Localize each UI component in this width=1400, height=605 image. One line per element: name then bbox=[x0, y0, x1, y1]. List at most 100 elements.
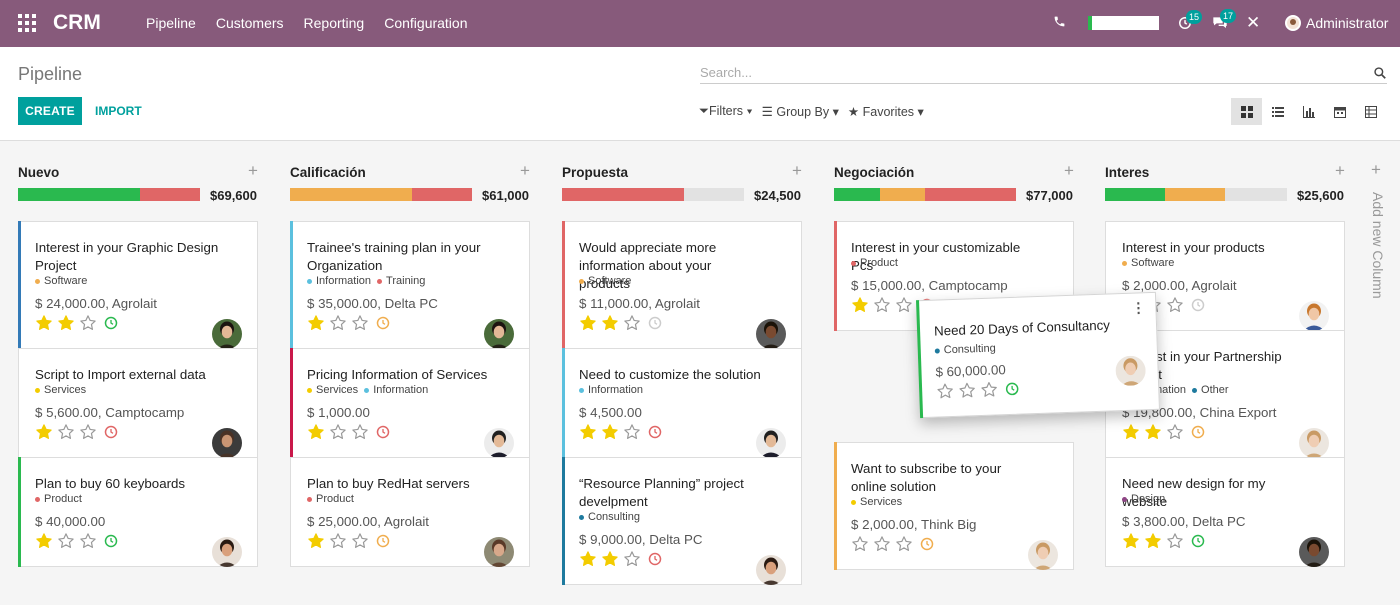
star-empty-icon[interactable] bbox=[873, 296, 891, 314]
kanban-card[interactable]: Interest in your Graphic Design Project S… bbox=[18, 221, 258, 349]
activity-clock-icon[interactable] bbox=[104, 534, 118, 548]
apps-grid-icon[interactable] bbox=[18, 14, 36, 32]
kanban-card[interactable]: “Resource Planning” project develpment Co… bbox=[562, 457, 802, 585]
star-empty-icon[interactable] bbox=[895, 296, 913, 314]
star-filled-icon[interactable] bbox=[601, 423, 619, 441]
star-filled-icon[interactable] bbox=[1144, 423, 1162, 441]
priority-stars[interactable] bbox=[851, 535, 934, 553]
star-empty-icon[interactable] bbox=[851, 535, 869, 553]
star-filled-icon[interactable] bbox=[307, 532, 325, 550]
activity-clock-icon[interactable] bbox=[376, 534, 390, 548]
star-filled-icon[interactable] bbox=[601, 550, 619, 568]
star-empty-icon[interactable] bbox=[1166, 532, 1184, 550]
priority-stars[interactable] bbox=[307, 532, 390, 550]
column-title[interactable]: Calificación bbox=[290, 165, 366, 180]
star-filled-icon[interactable] bbox=[307, 314, 325, 332]
calendar-view-button[interactable] bbox=[1324, 98, 1355, 125]
star-empty-icon[interactable] bbox=[623, 423, 641, 441]
star-empty-icon[interactable] bbox=[79, 314, 97, 332]
progress-segment[interactable] bbox=[683, 188, 744, 201]
activity-clock-icon[interactable] bbox=[376, 316, 390, 330]
kanban-card[interactable]: Need to customize the solution Informatio… bbox=[562, 348, 802, 458]
star-empty-icon[interactable] bbox=[1166, 423, 1184, 441]
activity-clock-icon[interactable] bbox=[648, 425, 662, 439]
priority-stars[interactable] bbox=[1122, 423, 1205, 441]
star-filled-icon[interactable] bbox=[601, 314, 619, 332]
progress-segment[interactable] bbox=[411, 188, 472, 201]
activity-clock-icon[interactable] bbox=[1005, 382, 1019, 396]
pivot-view-button[interactable] bbox=[1355, 98, 1386, 125]
activity-clock-icon[interactable] bbox=[1191, 425, 1205, 439]
progress-segment[interactable] bbox=[1105, 188, 1166, 201]
star-empty-icon[interactable] bbox=[895, 535, 913, 553]
star-filled-icon[interactable] bbox=[35, 423, 53, 441]
group-by-dropdown[interactable]: ☰ Group By ▾ bbox=[762, 104, 839, 119]
star-empty-icon[interactable] bbox=[980, 380, 999, 399]
star-empty-icon[interactable] bbox=[351, 532, 369, 550]
column-progress-bar[interactable] bbox=[562, 188, 744, 201]
voip-status-bar[interactable] bbox=[1088, 16, 1159, 30]
activity-clock-icon[interactable] bbox=[104, 425, 118, 439]
priority-stars[interactable] bbox=[35, 532, 118, 550]
add-card-plus-icon[interactable]: + bbox=[520, 161, 530, 180]
star-filled-icon[interactable] bbox=[35, 532, 53, 550]
progress-segment[interactable] bbox=[834, 188, 880, 201]
star-filled-icon[interactable] bbox=[579, 314, 597, 332]
chat-icon[interactable]: 17 bbox=[1212, 9, 1237, 32]
create-button[interactable]: CREATE bbox=[18, 97, 82, 125]
progress-segment[interactable] bbox=[925, 188, 1016, 201]
graph-view-button[interactable] bbox=[1293, 98, 1324, 125]
progress-segment[interactable] bbox=[290, 188, 412, 201]
kanban-card[interactable]: Interest in your products Software $ 2,000… bbox=[1105, 221, 1345, 331]
kanban-card[interactable]: Plan to buy 60 keyboards Product $ 40,000.… bbox=[18, 457, 258, 567]
search-input[interactable] bbox=[700, 65, 1360, 80]
star-empty-icon[interactable] bbox=[958, 381, 977, 400]
dragged-card[interactable]: ⋮ Need 20 Days of Consultancy Consulting… bbox=[916, 291, 1160, 419]
priority-stars[interactable] bbox=[307, 423, 390, 441]
add-new-column[interactable]: Add new Column bbox=[1370, 192, 1386, 299]
priority-stars[interactable] bbox=[35, 314, 118, 332]
star-empty-icon[interactable] bbox=[57, 423, 75, 441]
user-menu[interactable]: Administrator bbox=[1285, 15, 1388, 31]
priority-stars[interactable] bbox=[936, 380, 1020, 401]
column-progress-bar[interactable] bbox=[1105, 188, 1287, 201]
list-view-button[interactable] bbox=[1262, 98, 1293, 125]
activity-clock-icon[interactable] bbox=[920, 537, 934, 551]
star-empty-icon[interactable] bbox=[351, 423, 369, 441]
menu-customers[interactable]: Customers bbox=[215, 15, 284, 31]
filters-dropdown[interactable]: ⏷Filters ▾ bbox=[699, 104, 753, 119]
progress-segment[interactable] bbox=[879, 188, 925, 201]
import-button[interactable]: IMPORT bbox=[95, 104, 142, 118]
priority-stars[interactable] bbox=[579, 314, 662, 332]
progress-segment[interactable] bbox=[18, 188, 140, 201]
kanban-card[interactable]: Trainee's training plan in your Organiza… bbox=[290, 221, 530, 349]
star-empty-icon[interactable] bbox=[936, 382, 955, 401]
column-title[interactable]: Interes bbox=[1105, 165, 1150, 180]
star-empty-icon[interactable] bbox=[623, 314, 641, 332]
star-filled-icon[interactable] bbox=[1122, 423, 1140, 441]
star-filled-icon[interactable] bbox=[1144, 532, 1162, 550]
column-progress-bar[interactable] bbox=[834, 188, 1016, 201]
progress-segment[interactable] bbox=[139, 188, 200, 201]
favorites-dropdown[interactable]: ★ Favorites ▾ bbox=[848, 104, 924, 119]
activity-clock-icon[interactable] bbox=[104, 316, 118, 330]
add-card-plus-icon[interactable]: + bbox=[1335, 161, 1345, 180]
priority-stars[interactable] bbox=[35, 423, 118, 441]
star-filled-icon[interactable] bbox=[307, 423, 325, 441]
app-brand[interactable]: CRM bbox=[53, 11, 101, 34]
kanban-card[interactable]: Script to Import external data Services $ … bbox=[18, 348, 258, 458]
star-empty-icon[interactable] bbox=[1166, 296, 1184, 314]
star-empty-icon[interactable] bbox=[623, 550, 641, 568]
star-empty-icon[interactable] bbox=[57, 532, 75, 550]
activity-clock-icon[interactable] bbox=[648, 316, 662, 330]
close-icon[interactable]: ✕ bbox=[1246, 13, 1261, 32]
activity-clock-icon[interactable] bbox=[648, 552, 662, 566]
activity-clock-icon[interactable] bbox=[376, 425, 390, 439]
column-title[interactable]: Propuesta bbox=[562, 165, 629, 180]
star-empty-icon[interactable] bbox=[329, 423, 347, 441]
activity-clock-icon[interactable] bbox=[1191, 534, 1205, 548]
menu-configuration[interactable]: Configuration bbox=[384, 15, 468, 31]
column-progress-bar[interactable] bbox=[18, 188, 200, 201]
priority-stars[interactable] bbox=[307, 314, 390, 332]
star-empty-icon[interactable] bbox=[79, 423, 97, 441]
